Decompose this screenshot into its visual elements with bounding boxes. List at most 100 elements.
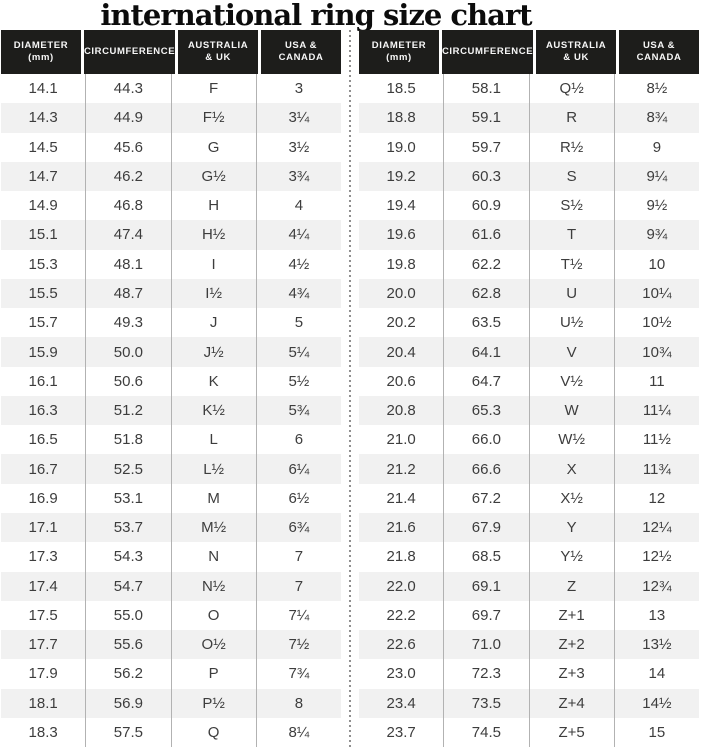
cell-circumference: 51.2 [86, 395, 172, 426]
table-row: 17.5 55.0 O 7¼ [1, 600, 341, 631]
cell-diameter: 15.5 [1, 278, 87, 309]
cell-australia-uk: R½ [530, 132, 615, 162]
header-label: USA & [642, 39, 676, 51]
cell-australia-uk: J [172, 308, 257, 338]
cell-australia-uk: X½ [530, 483, 615, 513]
cell-circumference: 69.7 [444, 600, 530, 631]
cell-circumference: 66.0 [444, 425, 530, 455]
cell-circumference: 60.3 [444, 161, 530, 192]
page-title: international ring size chart [100, 0, 532, 32]
cell-usa-canada: 5½ [288, 372, 310, 390]
table-row: 18.5 58.1 Q½ 8½ [359, 74, 699, 104]
table-row: 18.1 56.9 P½ 8 [1, 688, 341, 718]
cell-usa-canada: 4¾ [288, 284, 310, 302]
cell-circumference: 51.8 [86, 425, 172, 455]
header-label: CIRCUMFERENCE [441, 45, 534, 57]
cell-diameter: 19.6 [359, 220, 445, 250]
cell-usa-canada: 9¾ [646, 226, 668, 244]
cell-diameter: 16.7 [1, 454, 87, 484]
table-row: 20.6 64.7 V½ 11 [359, 366, 699, 396]
table-body: 18.5 58.1 Q½ 8½ 18.8 59.1 R 8¾ 19.0 59.7 R½ 9 19.2 60… [359, 74, 699, 747]
table-row: 15.1 47.4 H½ 4¼ [1, 220, 341, 250]
cell-australia-uk: S½ [530, 191, 615, 221]
header-australia-uk: AUSTRALIA & UK [536, 30, 617, 74]
cell-circumference: 44.9 [86, 103, 172, 133]
table-row: 23.0 72.3 Z+3 14 [359, 659, 699, 689]
cell-usa-canada: 12¾ [642, 577, 672, 595]
ring-size-table-right: DIAMETER (mm) CIRCUMFERENCE AUSTRALIA & UK US… [359, 30, 700, 747]
cell-diameter: 18.1 [1, 688, 87, 718]
cell-diameter: 19.4 [359, 191, 445, 221]
cell-australia-uk: J½ [172, 337, 257, 367]
cell-australia-uk: S [530, 161, 615, 192]
cell-australia-uk: H½ [172, 220, 257, 250]
cell-australia-uk: K½ [172, 395, 257, 426]
table-row: 15.7 49.3 J 5 [1, 308, 341, 338]
cell-circumference: 67.2 [444, 483, 530, 513]
dotted-divider [349, 30, 351, 747]
cell-circumference: 63.5 [444, 308, 530, 338]
cell-australia-uk: N½ [172, 571, 257, 601]
cell-usa-canada: 7½ [288, 636, 310, 654]
cell-circumference: 59.7 [444, 132, 530, 162]
cell-australia-uk: L½ [172, 454, 257, 484]
cell-usa-canada: 8¾ [646, 109, 668, 127]
cell-diameter: 20.6 [359, 366, 445, 396]
header-usa-canada: USA & CANADA [619, 30, 700, 74]
cell-circumference: 48.7 [86, 278, 172, 309]
cell-diameter: 19.2 [359, 161, 445, 192]
cell-usa-canada: 12 [648, 489, 666, 507]
cell-circumference: 59.1 [444, 103, 530, 133]
cell-australia-uk: U½ [530, 308, 615, 338]
cell-usa-canada: 3¾ [288, 167, 310, 185]
cell-usa-canada: 9½ [646, 197, 668, 215]
cell-usa-canada: 12¼ [642, 519, 672, 537]
table-row: 18.3 57.5 Q 8¼ [1, 717, 341, 747]
cell-usa-canada: 9 [652, 138, 662, 156]
header-label: AUSTRALIA [545, 39, 607, 51]
header-label: & UK [205, 52, 231, 63]
table-row: 15.3 48.1 I 4½ [1, 249, 341, 279]
cell-australia-uk: G [172, 132, 257, 162]
cell-diameter: 14.5 [1, 132, 87, 162]
cell-circumference: 44.3 [86, 74, 172, 104]
cell-usa-canada: 8¼ [288, 723, 310, 741]
cell-circumference: 50.6 [86, 366, 172, 396]
cell-usa-canada: 10½ [642, 314, 672, 332]
table-row: 19.6 61.6 T 9¾ [359, 220, 699, 250]
header-label: USA & [284, 39, 318, 51]
cell-usa-canada: 5 [294, 314, 304, 332]
cell-diameter: 16.5 [1, 425, 87, 455]
cell-diameter: 22.6 [359, 630, 445, 660]
table-row: 21.0 66.0 W½ 11½ [359, 425, 699, 455]
cell-diameter: 20.4 [359, 337, 445, 367]
cell-diameter: 14.1 [1, 74, 87, 104]
cell-usa-canada: 11½ [642, 431, 671, 449]
cell-usa-canada: 10¾ [642, 343, 672, 361]
cell-australia-uk: F½ [172, 103, 257, 133]
header-label: DIAMETER [371, 39, 427, 51]
cell-circumference: 50.0 [86, 337, 172, 367]
table-row: 20.8 65.3 W 11¼ [359, 395, 699, 426]
table-row: 23.7 74.5 Z+5 15 [359, 717, 699, 747]
table-row: 19.8 62.2 T½ 10 [359, 249, 699, 279]
cell-diameter: 18.5 [359, 74, 445, 104]
cell-diameter: 23.4 [359, 688, 445, 718]
cell-australia-uk: Z+4 [530, 688, 615, 718]
cell-usa-canada: 7 [294, 548, 304, 566]
header-label: & UK [563, 52, 589, 63]
cell-usa-canada: 7¾ [288, 665, 310, 683]
cell-diameter: 22.2 [359, 600, 445, 631]
table-row: 16.1 50.6 K 5½ [1, 366, 341, 396]
cell-diameter: 17.5 [1, 600, 87, 631]
table-row: 14.7 46.2 G½ 3¾ [1, 161, 341, 192]
tables-container: DIAMETER (mm) CIRCUMFERENCE AUSTRALIA & UK US… [0, 30, 702, 747]
table-row: 17.3 54.3 N 7 [1, 542, 341, 572]
table-row: 14.1 44.3 F 3 [1, 74, 341, 104]
cell-australia-uk: P½ [172, 688, 257, 718]
cell-diameter: 23.7 [359, 717, 445, 747]
table-row: 14.9 46.8 H 4 [1, 191, 341, 221]
cell-diameter: 17.7 [1, 630, 87, 660]
cell-australia-uk: Y½ [530, 542, 615, 572]
